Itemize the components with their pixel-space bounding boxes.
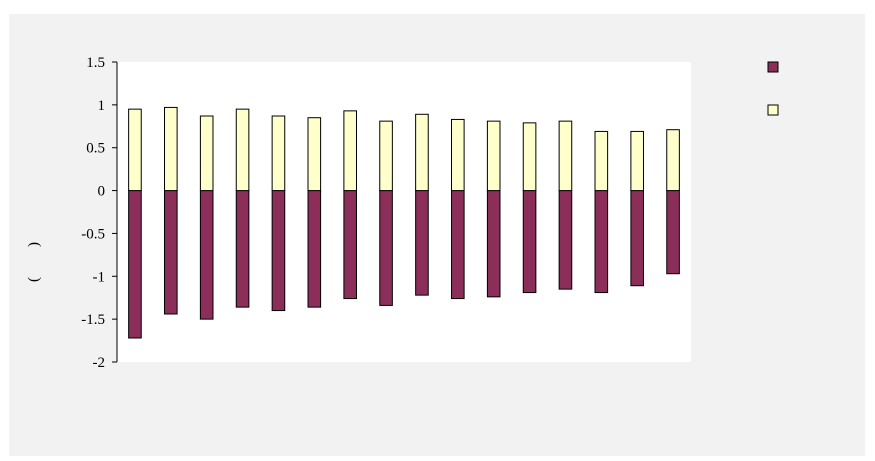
bar-series2-14 xyxy=(594,130,609,192)
bar-series2-10 xyxy=(451,118,465,192)
bar-series1-2 xyxy=(164,190,178,315)
bar-series2-9 xyxy=(415,113,429,192)
y-ticks: 1.5 1 0.5 0 -0.5 -1 -1.5 -2 xyxy=(81,55,117,371)
bar-series1-3 xyxy=(199,190,214,320)
y-tick-label: 0.5 xyxy=(86,141,105,157)
bar-series1-12 xyxy=(522,190,537,294)
legend-swatch-series2 xyxy=(767,104,779,116)
bar-series2-2 xyxy=(164,106,178,192)
bars-layer xyxy=(128,106,680,339)
y-tick-label: -2 xyxy=(93,355,106,371)
bar-series1-13 xyxy=(558,190,573,290)
bar-series2-12 xyxy=(522,122,537,192)
bar-series2-5 xyxy=(271,115,286,192)
y-tick-label: -1 xyxy=(93,269,106,285)
bar-series2-15 xyxy=(630,130,644,192)
y-tick-label: 1 xyxy=(98,98,106,114)
bar-series2-11 xyxy=(486,120,501,192)
y-tick-label: -0.5 xyxy=(81,226,105,242)
bar-series1-9 xyxy=(415,190,429,296)
y-tick-label: 1.5 xyxy=(86,55,105,71)
bar-series2-1 xyxy=(128,108,142,192)
bar-series1-10 xyxy=(451,190,465,300)
legend xyxy=(767,61,779,116)
bar-series2-8 xyxy=(379,120,393,192)
bar-series2-6 xyxy=(307,117,322,192)
legend-swatch-series1 xyxy=(767,61,779,73)
bar-series2-7 xyxy=(343,110,357,192)
bar-series1-11 xyxy=(486,190,501,298)
bar-series1-15 xyxy=(630,190,644,287)
bar-series1-1 xyxy=(128,190,142,339)
bar-series1-6 xyxy=(307,190,322,308)
bar-series1-4 xyxy=(235,190,250,308)
bar-series1-5 xyxy=(271,190,286,312)
bar-series2-13 xyxy=(558,120,573,192)
bar-series1-16 xyxy=(666,190,680,275)
bar-series1-7 xyxy=(343,190,357,300)
bar-series2-4 xyxy=(235,108,250,192)
bar-series1-14 xyxy=(594,190,609,294)
bar-series2-3 xyxy=(199,115,214,192)
bar-series2-16 xyxy=(666,129,680,192)
y-tick-label: 0 xyxy=(98,184,106,200)
y-tick-label: -1.5 xyxy=(81,312,105,328)
bar-series1-8 xyxy=(379,190,393,306)
y-axis-label: ( ) xyxy=(26,242,42,282)
